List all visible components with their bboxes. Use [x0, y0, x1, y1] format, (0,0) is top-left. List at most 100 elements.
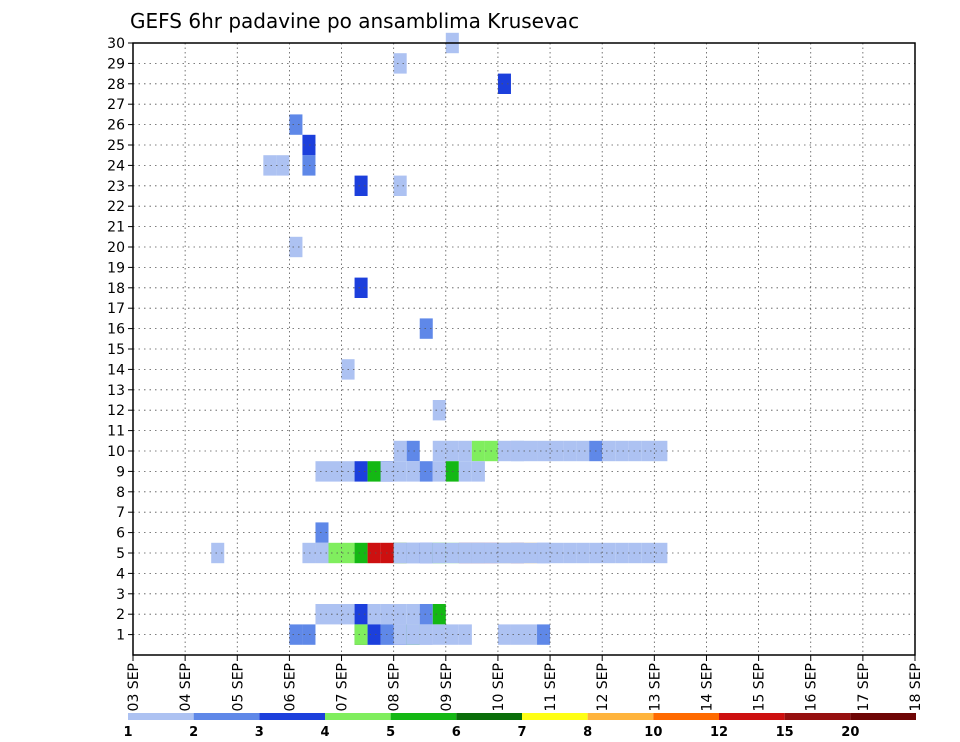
- y-tick-label: 14: [107, 362, 125, 378]
- y-tick-label: 11: [107, 424, 125, 440]
- heatmap-cell: [654, 542, 668, 564]
- y-tick-label: 26: [107, 118, 125, 134]
- y-tick-label: 16: [107, 322, 125, 338]
- heatmap-cell: [263, 155, 277, 176]
- y-tick-label: 24: [107, 158, 125, 174]
- legend-label: 6: [452, 725, 461, 740]
- x-tick-label: 16 SEP: [804, 663, 820, 711]
- heatmap-cell: [328, 542, 342, 564]
- heatmap-cell: [406, 624, 420, 645]
- legend-swatch: [850, 713, 916, 720]
- x-tick-label: 17 SEP: [856, 663, 872, 711]
- legend-swatch: [128, 713, 194, 720]
- legend-label: 2: [189, 725, 198, 740]
- heatmap-cell: [354, 542, 368, 564]
- y-tick-label: 8: [116, 485, 125, 501]
- heatmap-cell: [458, 624, 472, 645]
- y-tick-label: 22: [107, 199, 125, 215]
- legend-swatch: [456, 713, 522, 720]
- x-tick-label: 10 SEP: [491, 663, 507, 711]
- heatmap-cell: [537, 542, 551, 564]
- y-tick-label: 19: [107, 260, 125, 276]
- heatmap-cell: [354, 604, 368, 625]
- x-tick-label: 05 SEP: [230, 663, 246, 711]
- heatmap-cell: [458, 461, 472, 482]
- heatmap-cell: [432, 542, 446, 564]
- heatmap-cell: [406, 542, 420, 564]
- heatmap-cell: [563, 440, 577, 462]
- heatmap-cell: [419, 604, 433, 625]
- legend-label: 8: [583, 725, 592, 740]
- y-tick-label: 29: [107, 56, 125, 72]
- heatmap-cell: [576, 440, 590, 462]
- legend-label: 20: [841, 725, 859, 740]
- color-legend: 1 2 3 4 5 6 7 8 10 12 15 20: [123, 713, 916, 740]
- x-tick-label: 07 SEP: [335, 663, 351, 711]
- y-tick-label: 27: [107, 97, 125, 113]
- heatmap-cell: [458, 440, 472, 462]
- heatmap-cell: [354, 461, 368, 482]
- heatmap-cell: [497, 624, 511, 645]
- legend-label: 1: [123, 725, 132, 740]
- y-tick-label: 10: [107, 444, 125, 460]
- y-tick-label: 7: [116, 505, 125, 521]
- heatmap-cell: [602, 440, 616, 462]
- x-tick-label: 18 SEP: [908, 663, 924, 711]
- heatmap-cell: [510, 624, 524, 645]
- x-tick-label: 11 SEP: [543, 663, 559, 711]
- legend-swatch: [259, 713, 325, 720]
- heatmap-cell: [302, 624, 316, 645]
- y-tick-label: 1: [116, 628, 125, 644]
- heatmap-cell: [393, 624, 407, 645]
- y-tick-label: 28: [107, 77, 125, 93]
- heatmap-cell: [328, 461, 342, 482]
- heatmap-cell: [393, 440, 407, 462]
- x-tick-label: 14 SEP: [699, 663, 715, 711]
- heatmap-cell: [641, 542, 655, 564]
- heatmap-cell: [367, 604, 381, 625]
- heatmap-cell: [497, 440, 511, 462]
- x-tick-label: 09 SEP: [439, 663, 455, 711]
- heatmap-cell: [524, 542, 538, 564]
- x-tick-label: 15 SEP: [752, 663, 768, 711]
- heatmap-cell: [419, 318, 433, 339]
- y-tick-label: 13: [107, 383, 125, 399]
- legend-swatch: [653, 713, 719, 720]
- heatmap-cell: [315, 461, 329, 482]
- heatmap-cell: [524, 440, 538, 462]
- legend-swatch: [193, 713, 260, 720]
- heatmap-cell: [654, 440, 668, 462]
- heatmap-cell: [419, 461, 433, 482]
- legend-label: 15: [776, 725, 794, 740]
- legend-label: 3: [255, 725, 264, 740]
- heatmap-cell: [537, 624, 551, 645]
- heatmap-cell: [432, 461, 446, 482]
- heatmap-cell: [497, 73, 511, 94]
- heatmap-cell: [315, 604, 329, 625]
- heatmap-cell: [537, 440, 551, 462]
- legend-swatch: [390, 713, 457, 720]
- heatmap-cell: [354, 624, 368, 645]
- legend-swatch: [719, 713, 785, 720]
- heatmap-cell: [393, 53, 407, 74]
- legend-label: 7: [517, 725, 526, 740]
- heatmap-cell: [354, 277, 368, 298]
- heatmap-cell: [328, 604, 342, 625]
- legend-swatch: [522, 713, 588, 720]
- legend-swatch: [784, 713, 851, 720]
- y-tick-label: 21: [107, 220, 125, 236]
- grid-layer: [133, 42, 915, 655]
- heatmap-cell: [315, 522, 329, 543]
- x-tick-label: 08 SEP: [387, 663, 403, 711]
- cells-layer: [211, 32, 668, 645]
- heatmap-cell: [641, 440, 655, 462]
- y-tick-label: 5: [116, 546, 125, 562]
- legend-label: 10: [644, 725, 662, 740]
- heatmap-cell: [510, 440, 524, 462]
- heatmap-cell: [302, 155, 316, 176]
- heatmap-cell: [289, 624, 303, 645]
- heatmap-cell: [471, 440, 485, 462]
- legend-label: 5: [386, 725, 395, 740]
- heatmap-cell: [393, 175, 407, 196]
- heatmap-cell: [406, 604, 420, 625]
